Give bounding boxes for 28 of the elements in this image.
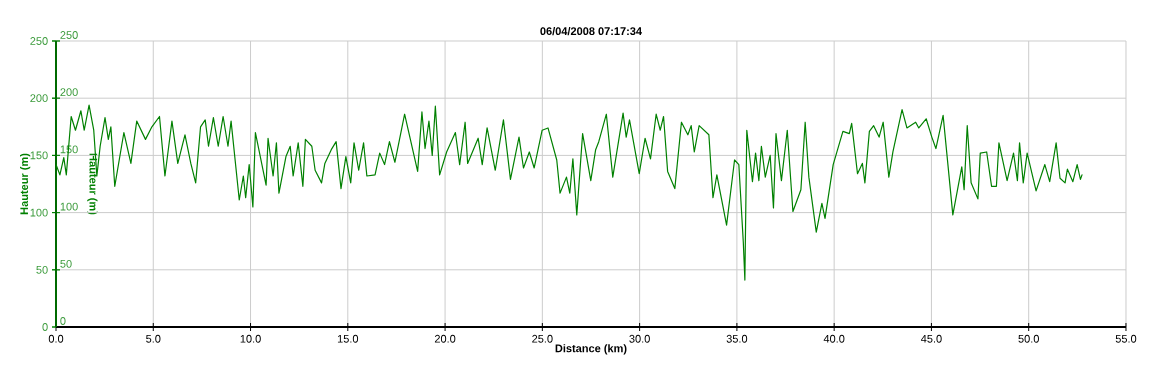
y-tick-label: 0 [42, 323, 48, 331]
x-tick-label: 20.0 [434, 334, 456, 343]
line-series [56, 104, 1083, 281]
y2-tick-label: 0 [60, 317, 66, 325]
y-tick-label: 150 [30, 151, 48, 160]
y-tick-label: 100 [30, 208, 48, 217]
x-tick-label: 0.0 [48, 334, 64, 343]
y2-tick-label: 100 [60, 202, 78, 211]
y2-tick-label: 50 [60, 259, 72, 268]
x-tick-label: 40.0 [823, 334, 845, 343]
y2-tick-label: 250 [60, 31, 78, 39]
x-tick-label: 55.0 [1115, 334, 1137, 343]
x-tick-label: 15.0 [337, 334, 359, 343]
x-tick-label: 45.0 [920, 334, 942, 343]
x-axis-title: Distance (km) [555, 344, 627, 355]
x-tick-label: 25.0 [532, 334, 553, 343]
y-axis-title: Hauteur (m) [20, 153, 31, 215]
y2-axis-title: Hauteur (m) [87, 153, 98, 215]
y-tick-label: 50 [36, 265, 48, 274]
x-tick-label: 5.0 [146, 334, 161, 343]
y2-tick-label: 200 [60, 88, 78, 97]
x-tick-label: 30.0 [629, 334, 650, 343]
x-tick-label: 10.0 [240, 334, 261, 343]
y-tick-label: 250 [30, 37, 48, 45]
x-tick-label: 35.0 [726, 334, 748, 343]
x-tick-label: 50.0 [1018, 334, 1039, 343]
chart-title: 06/04/2008 07:17:34 [540, 26, 642, 36]
y-tick-label: 200 [30, 94, 48, 103]
